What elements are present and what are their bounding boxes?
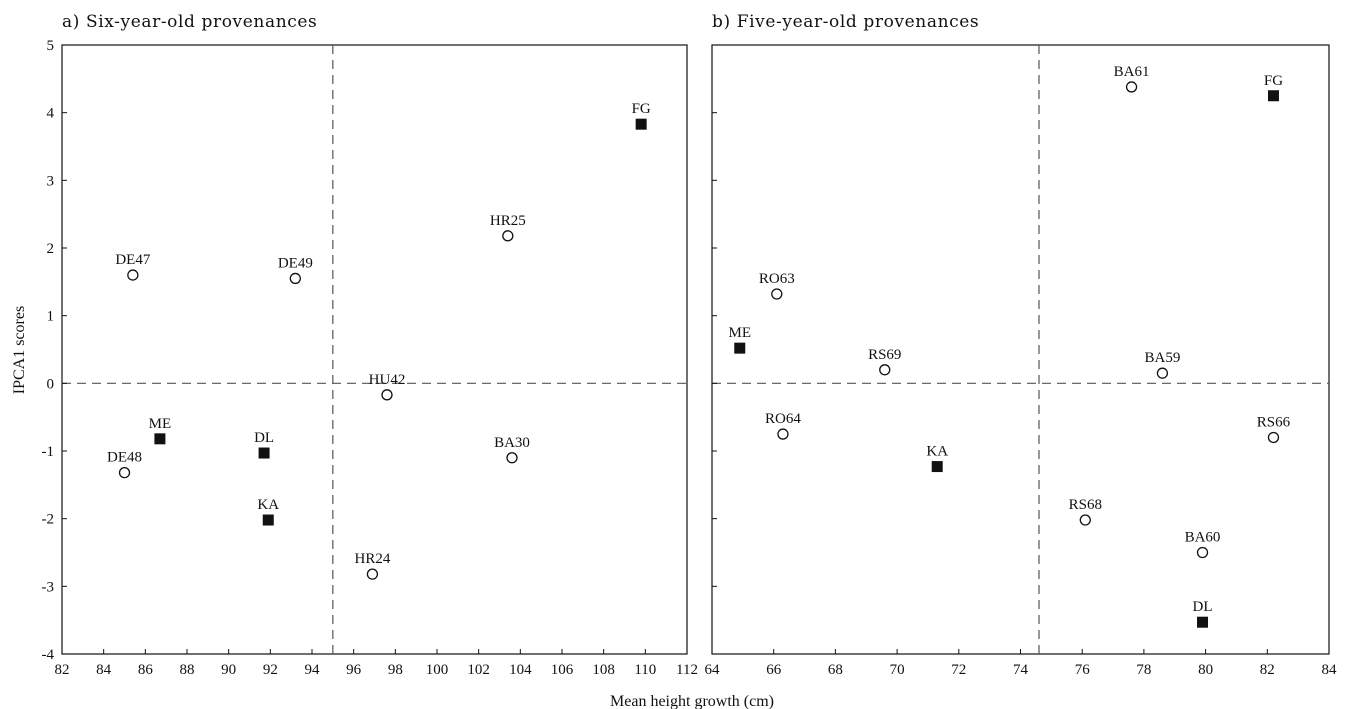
point-label-de47: DE47 [115,252,150,268]
x-tick-label: 80 [1198,662,1213,678]
point-label-dl: DL [1193,599,1213,615]
x-tick-label: 86 [138,662,154,678]
point-label-ba30: BA30 [494,435,530,451]
point-square-dl [1197,616,1209,628]
x-tick-label: 94 [305,662,321,678]
point-label-ba59: BA59 [1144,350,1180,366]
y-tick-label: 1 [47,309,55,325]
x-tick-label: 84 [1322,662,1338,678]
point-square-ka [262,514,274,526]
point-circle-de48 [118,467,131,479]
x-tick-label: 112 [676,662,698,678]
point-label-ro64: RO64 [765,411,801,427]
point-square-ka [931,461,943,473]
point-label-ba60: BA60 [1185,530,1221,546]
point-circle-ro64 [777,428,789,440]
point-label-ka: KA [926,444,948,460]
point-square-fg [635,118,647,130]
y-tick-label: -4 [42,647,55,663]
point-square-dl [258,447,270,459]
x-tick-label: 78 [1136,662,1151,678]
panel-five-year-old: b) Five-year-old provenances 64 66 68 70 72 74… [705,12,1338,678]
point-label-rs66: RS66 [1257,414,1291,430]
point-label-me: ME [729,325,752,341]
x-tick-label: 110 [634,662,656,678]
x-tick-label: 90 [221,662,236,678]
point-circle-de49 [289,272,301,285]
x-tick-label: 106 [551,662,574,678]
point-circle-ro63 [771,288,783,300]
y-tick-label: -2 [42,512,55,528]
x-tick-label: 102 [467,662,490,678]
y-tick-label: 4 [47,106,55,122]
point-label-hr24: HR24 [354,551,390,567]
point-circle-rs69 [879,364,891,376]
point-label-fg: FG [632,101,651,117]
x-tick-label: 76 [1075,662,1091,678]
point-circle-hr24 [366,568,379,580]
x-tick-label: 72 [951,662,966,678]
x-tick-label: 88 [180,662,195,678]
x-tick-label: 66 [766,662,782,678]
x-tick-label: 108 [592,662,615,678]
point-circle-ba59 [1156,367,1169,379]
y-tick-label: 3 [47,173,55,189]
point-circle-hu42 [381,389,393,401]
point-circle-de47 [127,269,139,281]
point-label-rs68: RS68 [1069,497,1102,513]
x-tick-label: 100 [426,662,449,678]
point-square-me [734,342,746,354]
point-label-ro63: RO63 [759,271,795,287]
x-tick-label: 92 [263,662,278,678]
point-circle-rs66 [1267,431,1280,444]
point-label-ba61: BA61 [1114,64,1150,80]
point-label-hu42: HU42 [369,372,406,388]
point-circle-ba61 [1125,81,1138,93]
point-label-rs69: RS69 [868,347,901,363]
point-circle-ba60 [1196,546,1209,559]
point-circle-ba30 [506,452,518,464]
point-square-fg [1267,90,1279,102]
point-circle-rs68 [1079,514,1091,526]
x-tick-label: 104 [509,662,532,678]
plot-frame [61,44,688,655]
point-label-dl: DL [254,430,274,446]
x-tick-label: 82 [55,662,70,678]
point-label-hr25: HR25 [490,213,526,229]
x-tick-label: 84 [96,662,112,678]
x-tick-label: 64 [705,662,721,678]
y-tick-label: 5 [47,38,55,54]
y-axis-label: IPCA1 scores [11,306,28,394]
point-label-me: ME [149,416,172,432]
point-square-me [154,433,166,445]
panel-six-year-old: a) Six-year-old provenances 82 84 86 88 90 92 9… [42,12,698,678]
point-circle-hr25 [502,230,514,242]
x-tick-label: 98 [388,662,403,678]
panel-title: b) Five-year-old provenances [712,12,979,32]
x-tick-label: 96 [346,662,362,678]
x-axis-label: Mean height growth (cm) [610,693,774,709]
point-label-ka: KA [257,497,279,513]
y-tick-label: -3 [42,579,55,595]
y-tick-label: 0 [47,376,55,392]
panel-title: a) Six-year-old provenances [62,12,317,32]
point-label-fg: FG [1264,73,1283,89]
point-label-de49: DE49 [278,255,313,271]
x-tick-label: 82 [1260,662,1275,678]
y-tick-label: 2 [47,241,55,257]
plot-frame [711,44,1330,655]
y-tick-label: -1 [42,444,55,460]
x-tick-label: 70 [890,662,905,678]
x-tick-label: 68 [828,662,843,678]
point-label-de48: DE48 [107,450,142,466]
x-tick-label: 74 [1013,662,1029,678]
